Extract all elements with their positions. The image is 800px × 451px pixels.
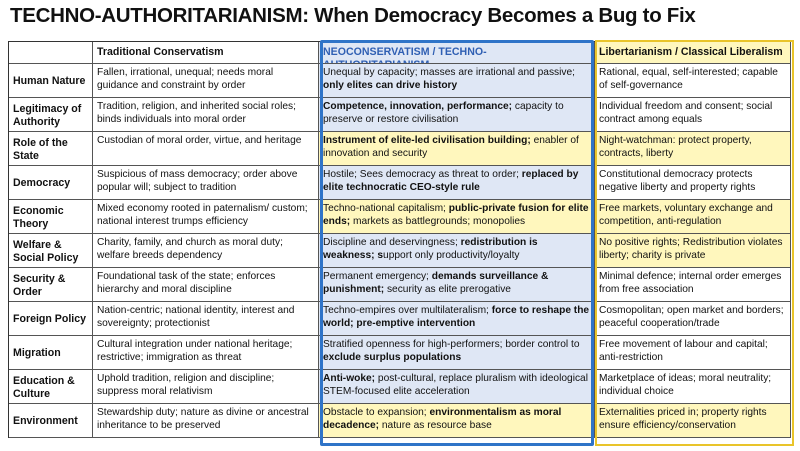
cell-text: Obstacle to expansion; <box>323 407 430 418</box>
traditional-cell: Suspicious of mass democracy; order abov… <box>93 166 319 200</box>
libertarianism-cell: Externalities priced in; property rights… <box>595 404 791 438</box>
cell-text: enabler of innovation and security <box>323 135 579 159</box>
neoconservatism-cell: Techno-empires over multilateralism; for… <box>319 302 595 336</box>
libertarianism-cell: Individual freedom and consent; social c… <box>595 98 791 132</box>
neoconservatism-cell: Anti-woke; post-cultural, replace plural… <box>319 370 595 404</box>
libertarianism-cell: Night-watchman: protect property, contra… <box>595 132 791 166</box>
cell-text: Discipline and deservingness; <box>323 237 461 248</box>
traditional-cell: Foundational task of the state; enforces… <box>93 268 319 302</box>
header-neoconservatism: NEOCONSERVATISM / TECHNO-AUTHORITARIANIS… <box>319 42 595 64</box>
neoconservatism-cell: Techno-national capitalism; public-priva… <box>319 200 595 234</box>
cell-text: security as elite prerogative <box>384 284 511 295</box>
emphasis-text: Instrument of elite-led civilisation bui… <box>323 135 531 146</box>
page-title: TECHNO-AUTHORITARIANISM: When Democracy … <box>10 4 696 27</box>
neoconservatism-cell: Obstacle to expansion; environmentalism … <box>319 404 595 438</box>
emphasis-text: public-private fusion for elite ends; <box>323 203 589 227</box>
libertarianism-cell: Constitutional democracy protects negati… <box>595 166 791 200</box>
emphasis-text: replaced by elite technocratic CEO-style… <box>323 169 579 193</box>
cell-text: markets as battlegrounds; monopolies <box>350 216 526 227</box>
libertarianism-cell: No positive rights; Redistribution viola… <box>595 234 791 268</box>
cell-text: Techno-empires over multilateralism; <box>323 305 492 316</box>
traditional-cell: Charity, family, and church as moral dut… <box>93 234 319 268</box>
libertarianism-cell: Free movement of labour and capital; ant… <box>595 336 791 370</box>
neoconservatism-cell: Hostile; Sees democracy as threat to ord… <box>319 166 595 200</box>
header-corner <box>9 42 93 64</box>
row-label: Security & Order <box>9 268 93 302</box>
row-label: Education & Culture <box>9 370 93 404</box>
traditional-cell: Fallen, irrational, unequal; needs moral… <box>93 64 319 98</box>
cell-text: post-cultural, replace pluralism with id… <box>323 373 588 397</box>
cell-text: Permanent emergency; <box>323 271 432 282</box>
traditional-cell: Stewardship duty; nature as divine or an… <box>93 404 319 438</box>
row-label: Human Nature <box>9 64 93 98</box>
row-label: Foreign Policy <box>9 302 93 336</box>
neoconservatism-cell: Instrument of elite-led civilisation bui… <box>319 132 595 166</box>
row-label: Legitimacy of Authority <box>9 98 93 132</box>
libertarianism-cell: Cosmopolitan; open market and borders; p… <box>595 302 791 336</box>
emphasis-text: redistribution is weakness; s <box>323 237 538 261</box>
cell-text: capacity to preserve or restore civilisa… <box>323 101 564 125</box>
traditional-cell: Cultural integration under national heri… <box>93 336 319 370</box>
traditional-cell: Nation-centric; national identity, inter… <box>93 302 319 336</box>
cell-text: nature as resource base <box>379 420 492 431</box>
cell-text: Stratified openness for high-performers;… <box>323 339 580 350</box>
traditional-cell: Tradition, religion, and inherited socia… <box>93 98 319 132</box>
cell-text: Techno-national capitalism; <box>323 203 449 214</box>
libertarianism-cell: Free markets, voluntary exchange and com… <box>595 200 791 234</box>
cell-text: Unequal by capacity; masses are irration… <box>323 67 575 78</box>
row-label: Migration <box>9 336 93 370</box>
row-label: Welfare & Social Policy <box>9 234 93 268</box>
neoconservatism-cell: Unequal by capacity; masses are irration… <box>319 64 595 98</box>
emphasis-text: demands surveillance & punishment; <box>323 271 549 295</box>
neoconservatism-cell: Discipline and deservingness; redistribu… <box>319 234 595 268</box>
traditional-cell: Mixed economy rooted in paternalism/ cus… <box>93 200 319 234</box>
emphasis-text: environmentalism as moral decadence; <box>323 407 562 431</box>
libertarianism-cell: Rational, equal, self-interested; capabl… <box>595 64 791 98</box>
cell-text: Hostile; Sees democracy as threat to ord… <box>323 169 522 180</box>
row-label: Environment <box>9 404 93 438</box>
neoconservatism-cell: Competence, innovation, performance; cap… <box>319 98 595 132</box>
neoconservatism-cell: Stratified openness for high-performers;… <box>319 336 595 370</box>
row-label: Role of the State <box>9 132 93 166</box>
header-libertarianism: Libertarianism / Classical Liberalism <box>595 42 791 64</box>
traditional-cell: Uphold tradition, religion and disciplin… <box>93 370 319 404</box>
traditional-cell: Custodian of moral order, virtue, and he… <box>93 132 319 166</box>
row-label: Economic Theory <box>9 200 93 234</box>
libertarianism-cell: Marketplace of ideas; moral neutrality; … <box>595 370 791 404</box>
header-traditional-conservatism: Traditional Conservatism <box>93 42 319 64</box>
emphasis-text: Anti-woke; <box>323 373 376 384</box>
emphasis-text: exclude surplus populations <box>323 352 462 363</box>
emphasis-text: only elites can drive history <box>323 80 458 91</box>
cell-text: upport only productivity/loyalty <box>383 250 520 261</box>
row-label: Democracy <box>9 166 93 200</box>
emphasis-text: force to reshape the world; pre-emptive … <box>323 305 590 329</box>
neoconservatism-cell: Permanent emergency; demands surveillanc… <box>319 268 595 302</box>
emphasis-text: Competence, innovation, performance; <box>323 101 513 112</box>
comparison-table: Traditional Conservatism NEOCONSERVATISM… <box>8 41 791 438</box>
libertarianism-cell: Minimal defence; internal order emerges … <box>595 268 791 302</box>
